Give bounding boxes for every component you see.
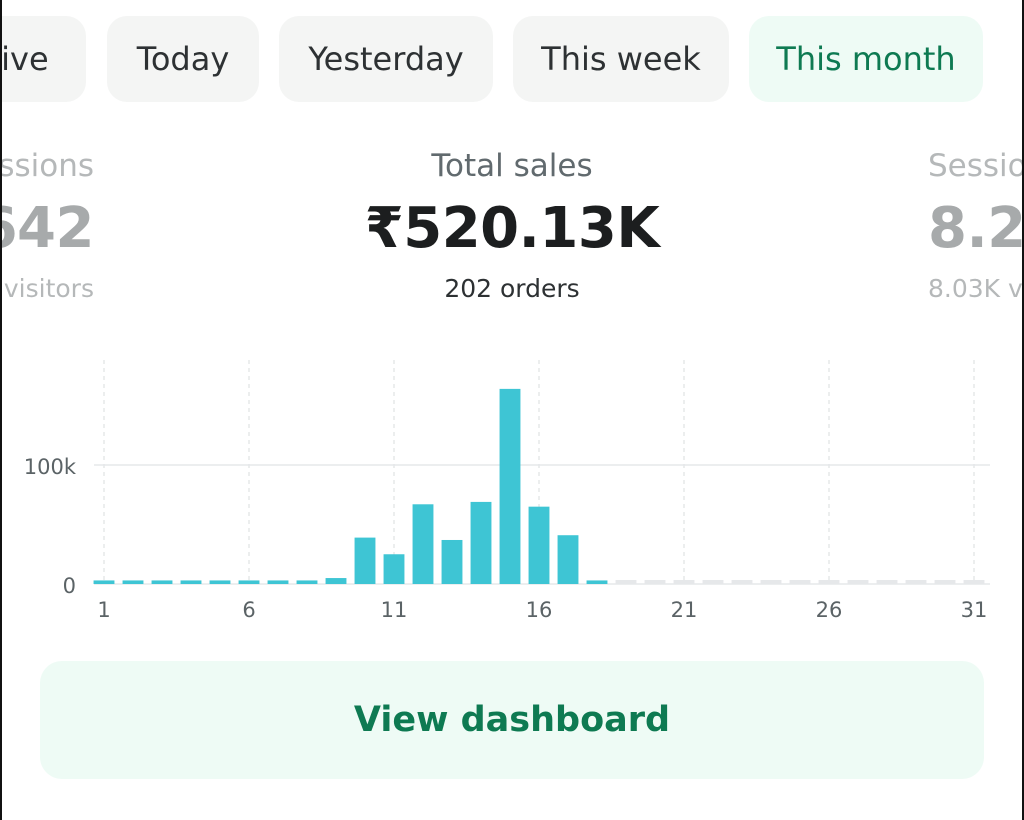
- x-tick-label: 26: [816, 598, 843, 622]
- metric-sessions-right[interactable]: Sessions 8.23 8.03K v: [928, 145, 1024, 307]
- future-day-bar: [818, 580, 840, 584]
- tab-this-week[interactable]: This week: [513, 16, 729, 102]
- x-tick-label: 21: [671, 598, 698, 622]
- future-day-bar: [847, 580, 869, 584]
- metric-value: 8.23: [928, 196, 1024, 261]
- sales-bar: [180, 580, 202, 584]
- sales-bar: [267, 580, 289, 584]
- sales-bar: [151, 580, 173, 584]
- screen-edge-right: [1022, 0, 1024, 820]
- x-tick-label: 6: [242, 598, 255, 622]
- sales-bar: [209, 580, 231, 584]
- x-tick-label: 16: [526, 598, 553, 622]
- y-tick-label: 0: [63, 574, 76, 598]
- sales-bar: [354, 537, 376, 584]
- sales-bar: [122, 580, 144, 584]
- sales-bar: [93, 580, 115, 584]
- date-range-tabs: Live Today Yesterday This week This mont…: [0, 16, 1024, 104]
- sales-bar: [412, 504, 434, 584]
- metric-subtext: visitors: [3, 274, 94, 303]
- sales-bar: [586, 580, 608, 584]
- tab-yesterday[interactable]: Yesterday: [279, 16, 493, 102]
- metric-subtext: 8.03K v: [928, 274, 1023, 303]
- sales-bar: [441, 539, 463, 584]
- metric-value: ₹520.13K: [364, 196, 660, 261]
- future-day-bar: [702, 580, 724, 584]
- future-day-bar: [644, 580, 666, 584]
- sales-bar: [238, 580, 260, 584]
- future-day-bar: [760, 580, 782, 584]
- view-dashboard-button[interactable]: View dashboard: [40, 661, 984, 779]
- sales-bar: [499, 388, 521, 584]
- tab-today[interactable]: Today: [107, 16, 259, 102]
- tab-this-month[interactable]: This month: [749, 16, 983, 102]
- screen-edge-left: [0, 0, 2, 820]
- metric-label: Sessions: [928, 148, 1024, 184]
- sales-bar: [383, 554, 405, 584]
- future-day-bar: [963, 580, 985, 584]
- metric-sessions-left[interactable]: Sessions 642 visitors: [0, 145, 95, 307]
- future-day-bar: [905, 580, 927, 584]
- sales-bar: [470, 501, 492, 584]
- tab-live[interactable]: Live: [0, 16, 86, 102]
- x-tick-label: 1: [97, 598, 110, 622]
- metric-label: Sessions: [0, 148, 94, 184]
- y-tick-label: 100k: [24, 455, 77, 479]
- metric-value: 642: [0, 196, 95, 261]
- x-tick-label: 11: [381, 598, 408, 622]
- x-tick-label: 31: [961, 598, 988, 622]
- future-day-bar: [789, 580, 811, 584]
- metric-subtext: 202 orders: [444, 274, 580, 303]
- sales-bar: [528, 506, 550, 584]
- future-day-bar: [876, 580, 898, 584]
- future-day-bar: [673, 580, 695, 584]
- sales-bar: [557, 535, 579, 584]
- metric-total-sales[interactable]: Total sales ₹520.13K 202 orders: [312, 145, 712, 307]
- sales-bar: [296, 580, 318, 584]
- metric-label: Total sales: [431, 148, 593, 184]
- sales-bar: [325, 578, 347, 584]
- future-day-bar: [934, 580, 956, 584]
- future-day-bar: [731, 580, 753, 584]
- future-day-bar: [615, 580, 637, 584]
